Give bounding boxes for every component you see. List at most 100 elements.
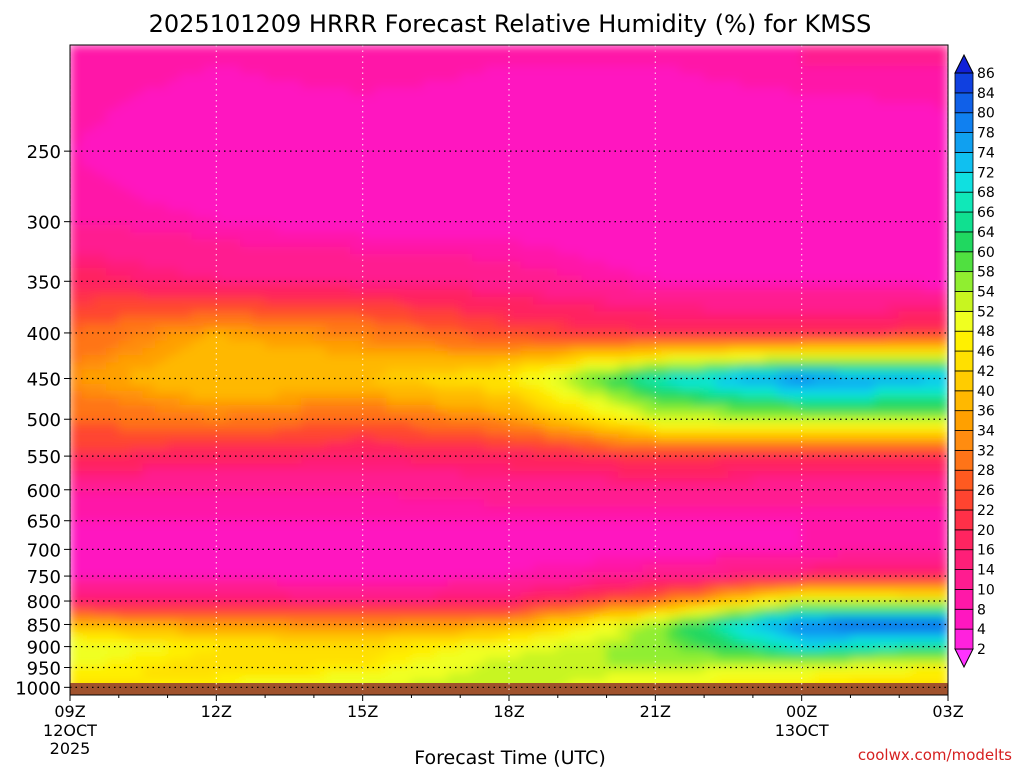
rh-cell: [728, 51, 742, 60]
rh-cell: [154, 45, 169, 53]
rh-cell: [569, 420, 583, 429]
rh-cell: [764, 123, 778, 133]
rh-cell: [532, 391, 547, 400]
rh-cell: [886, 383, 900, 393]
rh-cell: [374, 441, 388, 450]
rh-cell: [154, 398, 169, 407]
rh-cell: [581, 427, 595, 436]
rh-cell: [374, 398, 388, 407]
rh-cell: [545, 362, 559, 371]
rh-cell: [569, 347, 583, 357]
rh-cell: [825, 51, 839, 60]
rh-cell: [81, 405, 95, 414]
rh-cell: [276, 116, 290, 125]
rh-cell: [410, 499, 425, 508]
rh-cell: [691, 513, 705, 523]
rh-cell: [752, 362, 766, 371]
rh-cell: [764, 485, 778, 494]
rh-cell: [203, 152, 217, 162]
rh-cell: [374, 362, 388, 371]
rh-cell: [191, 340, 205, 349]
rh-cell: [557, 362, 571, 371]
rh-cell: [910, 131, 925, 140]
rh-cell: [532, 297, 547, 306]
rh-cell: [935, 66, 948, 75]
rh-cell: [496, 116, 510, 125]
rh-cell: [289, 45, 303, 53]
rh-cell: [728, 188, 742, 198]
rh-cell: [593, 347, 608, 357]
rh-cell: [423, 485, 437, 494]
rh-cell: [862, 477, 876, 487]
rh-cell: [471, 160, 486, 169]
rh-cell: [93, 499, 108, 508]
rh-cell: [252, 492, 266, 501]
rh-cell: [447, 528, 461, 537]
rh-cell: [910, 499, 925, 508]
rh-cell: [593, 376, 608, 385]
rh-cell: [715, 304, 729, 313]
rh-cell: [167, 535, 181, 544]
rh-cell: [642, 412, 656, 422]
rh-cell: [154, 347, 169, 357]
rh-cell: [81, 253, 95, 263]
rh-cell: [362, 398, 376, 407]
rh-cell: [764, 246, 778, 255]
rh-cell: [520, 232, 534, 241]
rh-cell: [496, 412, 510, 422]
rh-cell: [252, 542, 266, 552]
rh-cell: [752, 138, 766, 147]
rh-cell: [228, 181, 242, 190]
rh-cell: [776, 383, 790, 393]
rh-cell: [910, 405, 925, 414]
rh-cell: [667, 123, 681, 133]
rh-cell: [825, 102, 839, 111]
rh-cell: [630, 102, 644, 111]
rh-cell: [93, 167, 108, 176]
rh-cell: [752, 203, 766, 212]
rh-cell: [484, 391, 498, 400]
rh-cell: [825, 326, 839, 335]
rh-cell: [825, 210, 839, 219]
rh-cell: [252, 217, 266, 227]
rh-cell: [484, 268, 498, 277]
rh-cell: [325, 196, 339, 205]
rh-cell: [398, 355, 412, 364]
rh-cell: [898, 196, 912, 205]
rh-cell: [764, 253, 778, 263]
rh-cell: [215, 376, 230, 385]
rh-cell: [898, 66, 912, 75]
rh-cell: [154, 434, 169, 443]
rh-cell: [728, 261, 742, 270]
rh-cell: [484, 232, 498, 241]
rh-cell: [496, 282, 510, 292]
rh-cell: [81, 73, 95, 82]
rh-cell: [508, 448, 522, 458]
rh-cell: [118, 427, 132, 436]
rh-cell: [276, 383, 290, 393]
rh-cell: [679, 167, 693, 176]
rh-cell: [703, 246, 717, 255]
rh-cell: [520, 391, 534, 400]
rh-cell: [264, 383, 278, 393]
rh-cell: [520, 66, 534, 75]
rh-cell: [849, 66, 864, 75]
rh-cell: [191, 210, 205, 219]
rh-cell: [898, 347, 912, 357]
rh-cell: [593, 210, 608, 219]
rh-cell: [886, 477, 900, 487]
rh-cell: [813, 499, 827, 508]
rh-cell: [106, 109, 120, 118]
rh-cell: [654, 58, 669, 68]
rh-cell: [886, 58, 900, 68]
rh-cell: [923, 66, 937, 75]
rh-cell: [825, 340, 839, 349]
rh-cell: [581, 456, 595, 465]
rh-cell: [276, 210, 290, 219]
rh-cell: [679, 318, 693, 328]
rh-cell: [349, 391, 364, 400]
rh-cell: [630, 326, 644, 335]
rh-cell: [349, 232, 364, 241]
rh-cell: [349, 116, 364, 125]
rh-cell: [240, 131, 254, 140]
